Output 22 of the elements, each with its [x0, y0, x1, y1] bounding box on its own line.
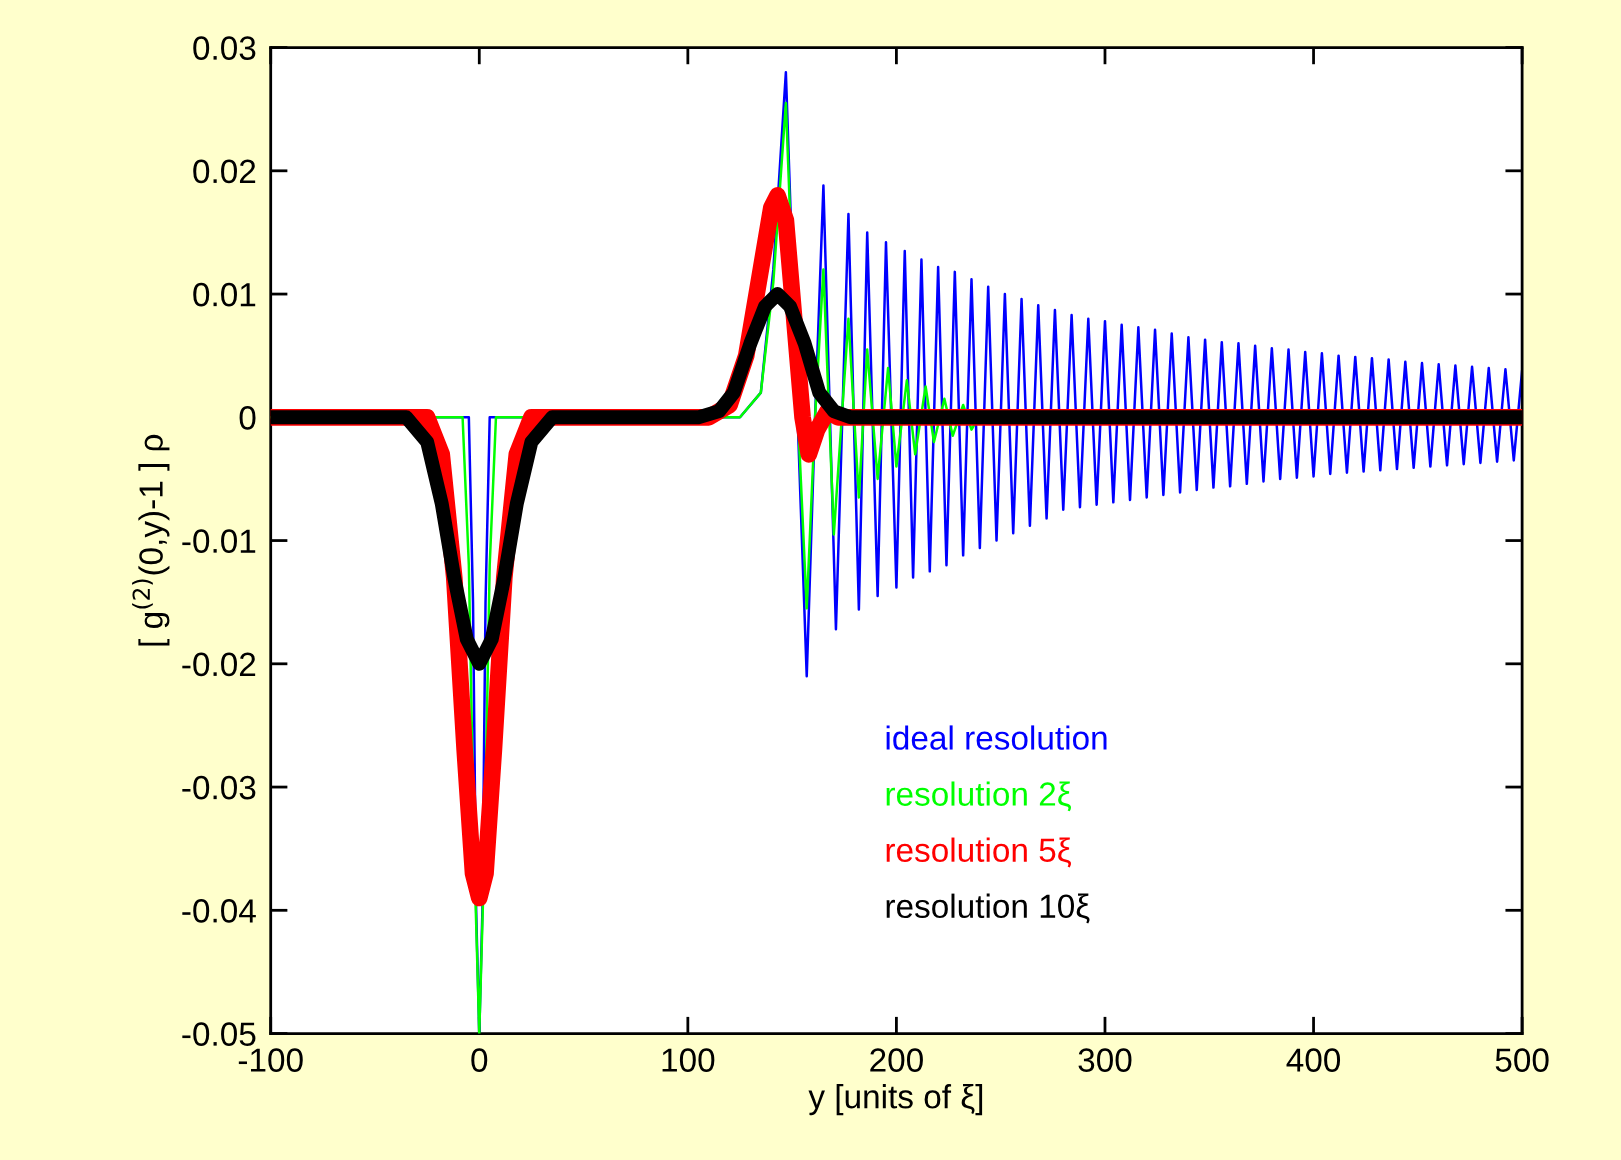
- y-tick-label: -0.02: [182, 652, 256, 677]
- text: ideal resolution: [886, 725, 1107, 750]
- y-axis-title: [ g$^{(2)}$(0,y)-1 ] ρ: [132, 434, 170, 646]
- y-tick-label: 0.02: [193, 159, 256, 184]
- x-tick-label: 300: [1078, 1048, 1132, 1072]
- x-axis-title: y [units of ξ]: [808, 1084, 983, 1116]
- y-tick-label: 0: [239, 406, 256, 430]
- x-tick-label: 500: [1495, 1048, 1549, 1072]
- y-tick-label: 0.01: [193, 282, 256, 307]
- y-tick-label: -0.04: [182, 899, 256, 923]
- x-tick-label: 200: [870, 1048, 923, 1072]
- x-tick-label: -100: [238, 1048, 303, 1072]
- y-tick-label: -0.03: [182, 775, 256, 800]
- y-tick-label: -0.01: [182, 529, 256, 553]
- y-tick-label: 0.03: [193, 36, 256, 60]
- x-tick-label: 0: [471, 1048, 488, 1072]
- y-tick-label: -0.05: [182, 1022, 256, 1046]
- x-tick-label: 400: [1286, 1048, 1341, 1072]
- text: resolution 10ξ: [886, 893, 1090, 924]
- x-tick-label: 100: [662, 1048, 715, 1072]
- text: resolution 2ξ: [886, 781, 1071, 812]
- text: resolution 5ξ: [886, 837, 1071, 868]
